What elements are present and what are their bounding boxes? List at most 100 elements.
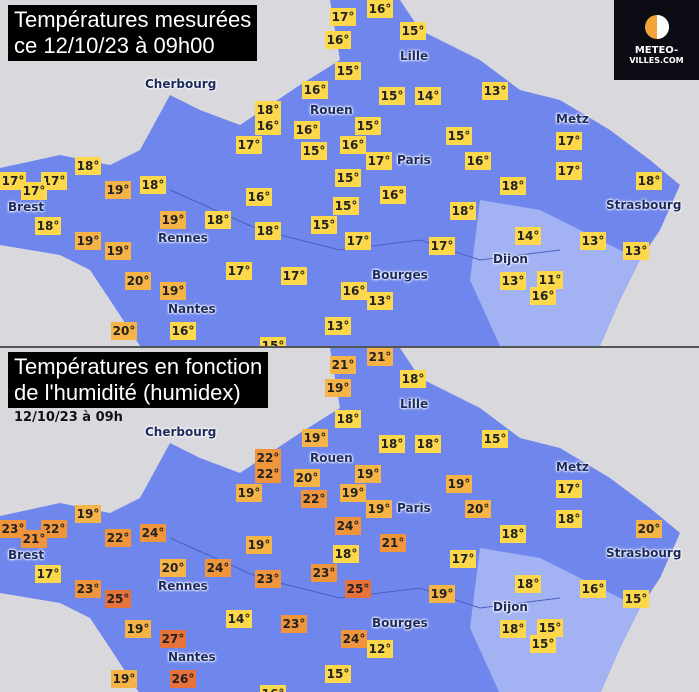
temperature-label: 15° — [355, 117, 381, 135]
border — [169, 537, 561, 609]
temperature-label: 19° — [125, 620, 151, 638]
temperature-label: 13° — [367, 292, 393, 310]
city-label: Brest — [8, 548, 45, 562]
temperature-label: 17° — [21, 182, 47, 200]
temperature-label: 18° — [255, 222, 281, 240]
temperature-label: 21° — [380, 534, 406, 552]
temperature-label: 21° — [21, 530, 47, 548]
temperature-label: 22° — [301, 490, 327, 508]
temperature-label: 25° — [345, 580, 371, 598]
city-label: Rennes — [158, 231, 208, 245]
temperature-label: 17° — [0, 172, 26, 190]
temperature-label: 13° — [482, 82, 508, 100]
temperature-label: 18° — [333, 545, 359, 563]
temperature-label: 18° — [75, 157, 101, 175]
temperature-label: 15° — [333, 197, 359, 215]
temperature-label: 15° — [379, 87, 405, 105]
temperature-label: 23° — [75, 580, 101, 598]
temperature-label: 19° — [355, 465, 381, 483]
title-line: Températures en fonction — [14, 354, 263, 379]
temperature-label: 19° — [246, 536, 272, 554]
temperature-label: 26° — [170, 670, 196, 688]
temperature-label: 21° — [330, 356, 356, 374]
temperature-label: 19° — [236, 484, 262, 502]
temperature-label: 19° — [429, 585, 455, 603]
logo: METEO- VILLES.COM — [614, 0, 699, 80]
temperature-label: 14° — [515, 227, 541, 245]
temperature-label: 18° — [255, 101, 281, 119]
temperature-label: 16° — [465, 152, 491, 170]
city-label: Dijon — [493, 252, 528, 266]
temperature-label: 19° — [75, 232, 101, 250]
temperature-label: 23° — [281, 615, 307, 633]
city-label: Lille — [400, 397, 429, 411]
temperature-label: 17° — [236, 136, 262, 154]
temperature-label: 21° — [367, 348, 393, 366]
temperature-label: 15° — [335, 169, 361, 187]
city-label: Metz — [556, 112, 589, 126]
title-line: Températures mesurées — [14, 7, 252, 32]
city-label: Cherbourg — [145, 77, 217, 91]
temperature-label: 16° — [260, 685, 286, 692]
border — [169, 189, 561, 261]
city-label: Metz — [556, 460, 589, 474]
logo-text: METEO- — [634, 45, 679, 56]
temperature-label: 13° — [623, 242, 649, 260]
temperature-label: 19° — [111, 670, 137, 688]
temperature-label: 13° — [325, 317, 351, 335]
temperature-label: 22° — [105, 529, 131, 547]
temperature-label: 27° — [160, 630, 186, 648]
temperature-label: 19° — [302, 429, 328, 447]
temperature-label: 14° — [226, 610, 252, 628]
temperature-label: 22° — [255, 449, 281, 467]
city-label: Rennes — [158, 579, 208, 593]
temperature-label: 17° — [556, 132, 582, 150]
temperature-label: 16° — [246, 188, 272, 206]
temperature-label: 16° — [380, 186, 406, 204]
temperature-label: 17° — [281, 267, 307, 285]
temperature-label: 18° — [500, 525, 526, 543]
city-label: Cherbourg — [145, 425, 217, 439]
temperature-label: 18° — [500, 620, 526, 638]
temperature-label: 25° — [105, 590, 131, 608]
temperature-label: 20° — [111, 322, 137, 340]
subtitle: 12/10/23 à 09h — [14, 410, 123, 425]
temperature-label: 19° — [340, 484, 366, 502]
temperature-label: 15° — [530, 635, 556, 653]
temperature-label: 15° — [311, 216, 337, 234]
temperature-label: 16° — [255, 117, 281, 135]
temperature-label: 16° — [580, 580, 606, 598]
temperature-label: 17° — [429, 237, 455, 255]
temperature-label: 15° — [623, 590, 649, 608]
temperature-label: 17° — [41, 172, 67, 190]
temperature-label: 17° — [366, 152, 392, 170]
city-label: Bourges — [372, 268, 428, 282]
city-label: Strasbourg — [606, 546, 682, 560]
temperature-label: 15° — [482, 430, 508, 448]
city-label: Brest — [8, 200, 45, 214]
temperature-label: 24° — [140, 524, 166, 542]
temperature-label: 24° — [335, 517, 361, 535]
temperature-label: 18° — [400, 370, 426, 388]
temperature-label: 15° — [400, 22, 426, 40]
temperature-label: 16° — [325, 31, 351, 49]
temperature-label: 18° — [415, 435, 441, 453]
temperature-label: 18° — [379, 435, 405, 453]
temperature-label: 24° — [205, 559, 231, 577]
title-line: de l'humidité (humidex) — [14, 380, 241, 405]
temperature-label: 15° — [537, 619, 563, 637]
temperature-label: 15° — [446, 127, 472, 145]
temperature-label: 18° — [450, 202, 476, 220]
temperature-label: 16° — [170, 322, 196, 340]
temperature-label: 15° — [260, 337, 286, 346]
temperature-label: 19° — [105, 181, 131, 199]
temperature-label: 13° — [500, 272, 526, 290]
temperature-label: 22° — [255, 465, 281, 483]
temperature-label: 18° — [515, 575, 541, 593]
temperature-label: 19° — [325, 379, 351, 397]
temperature-label: 18° — [335, 410, 361, 428]
temperature-label: 16° — [302, 81, 328, 99]
temperature-label: 18° — [35, 217, 61, 235]
city-label: Nantes — [168, 650, 216, 664]
